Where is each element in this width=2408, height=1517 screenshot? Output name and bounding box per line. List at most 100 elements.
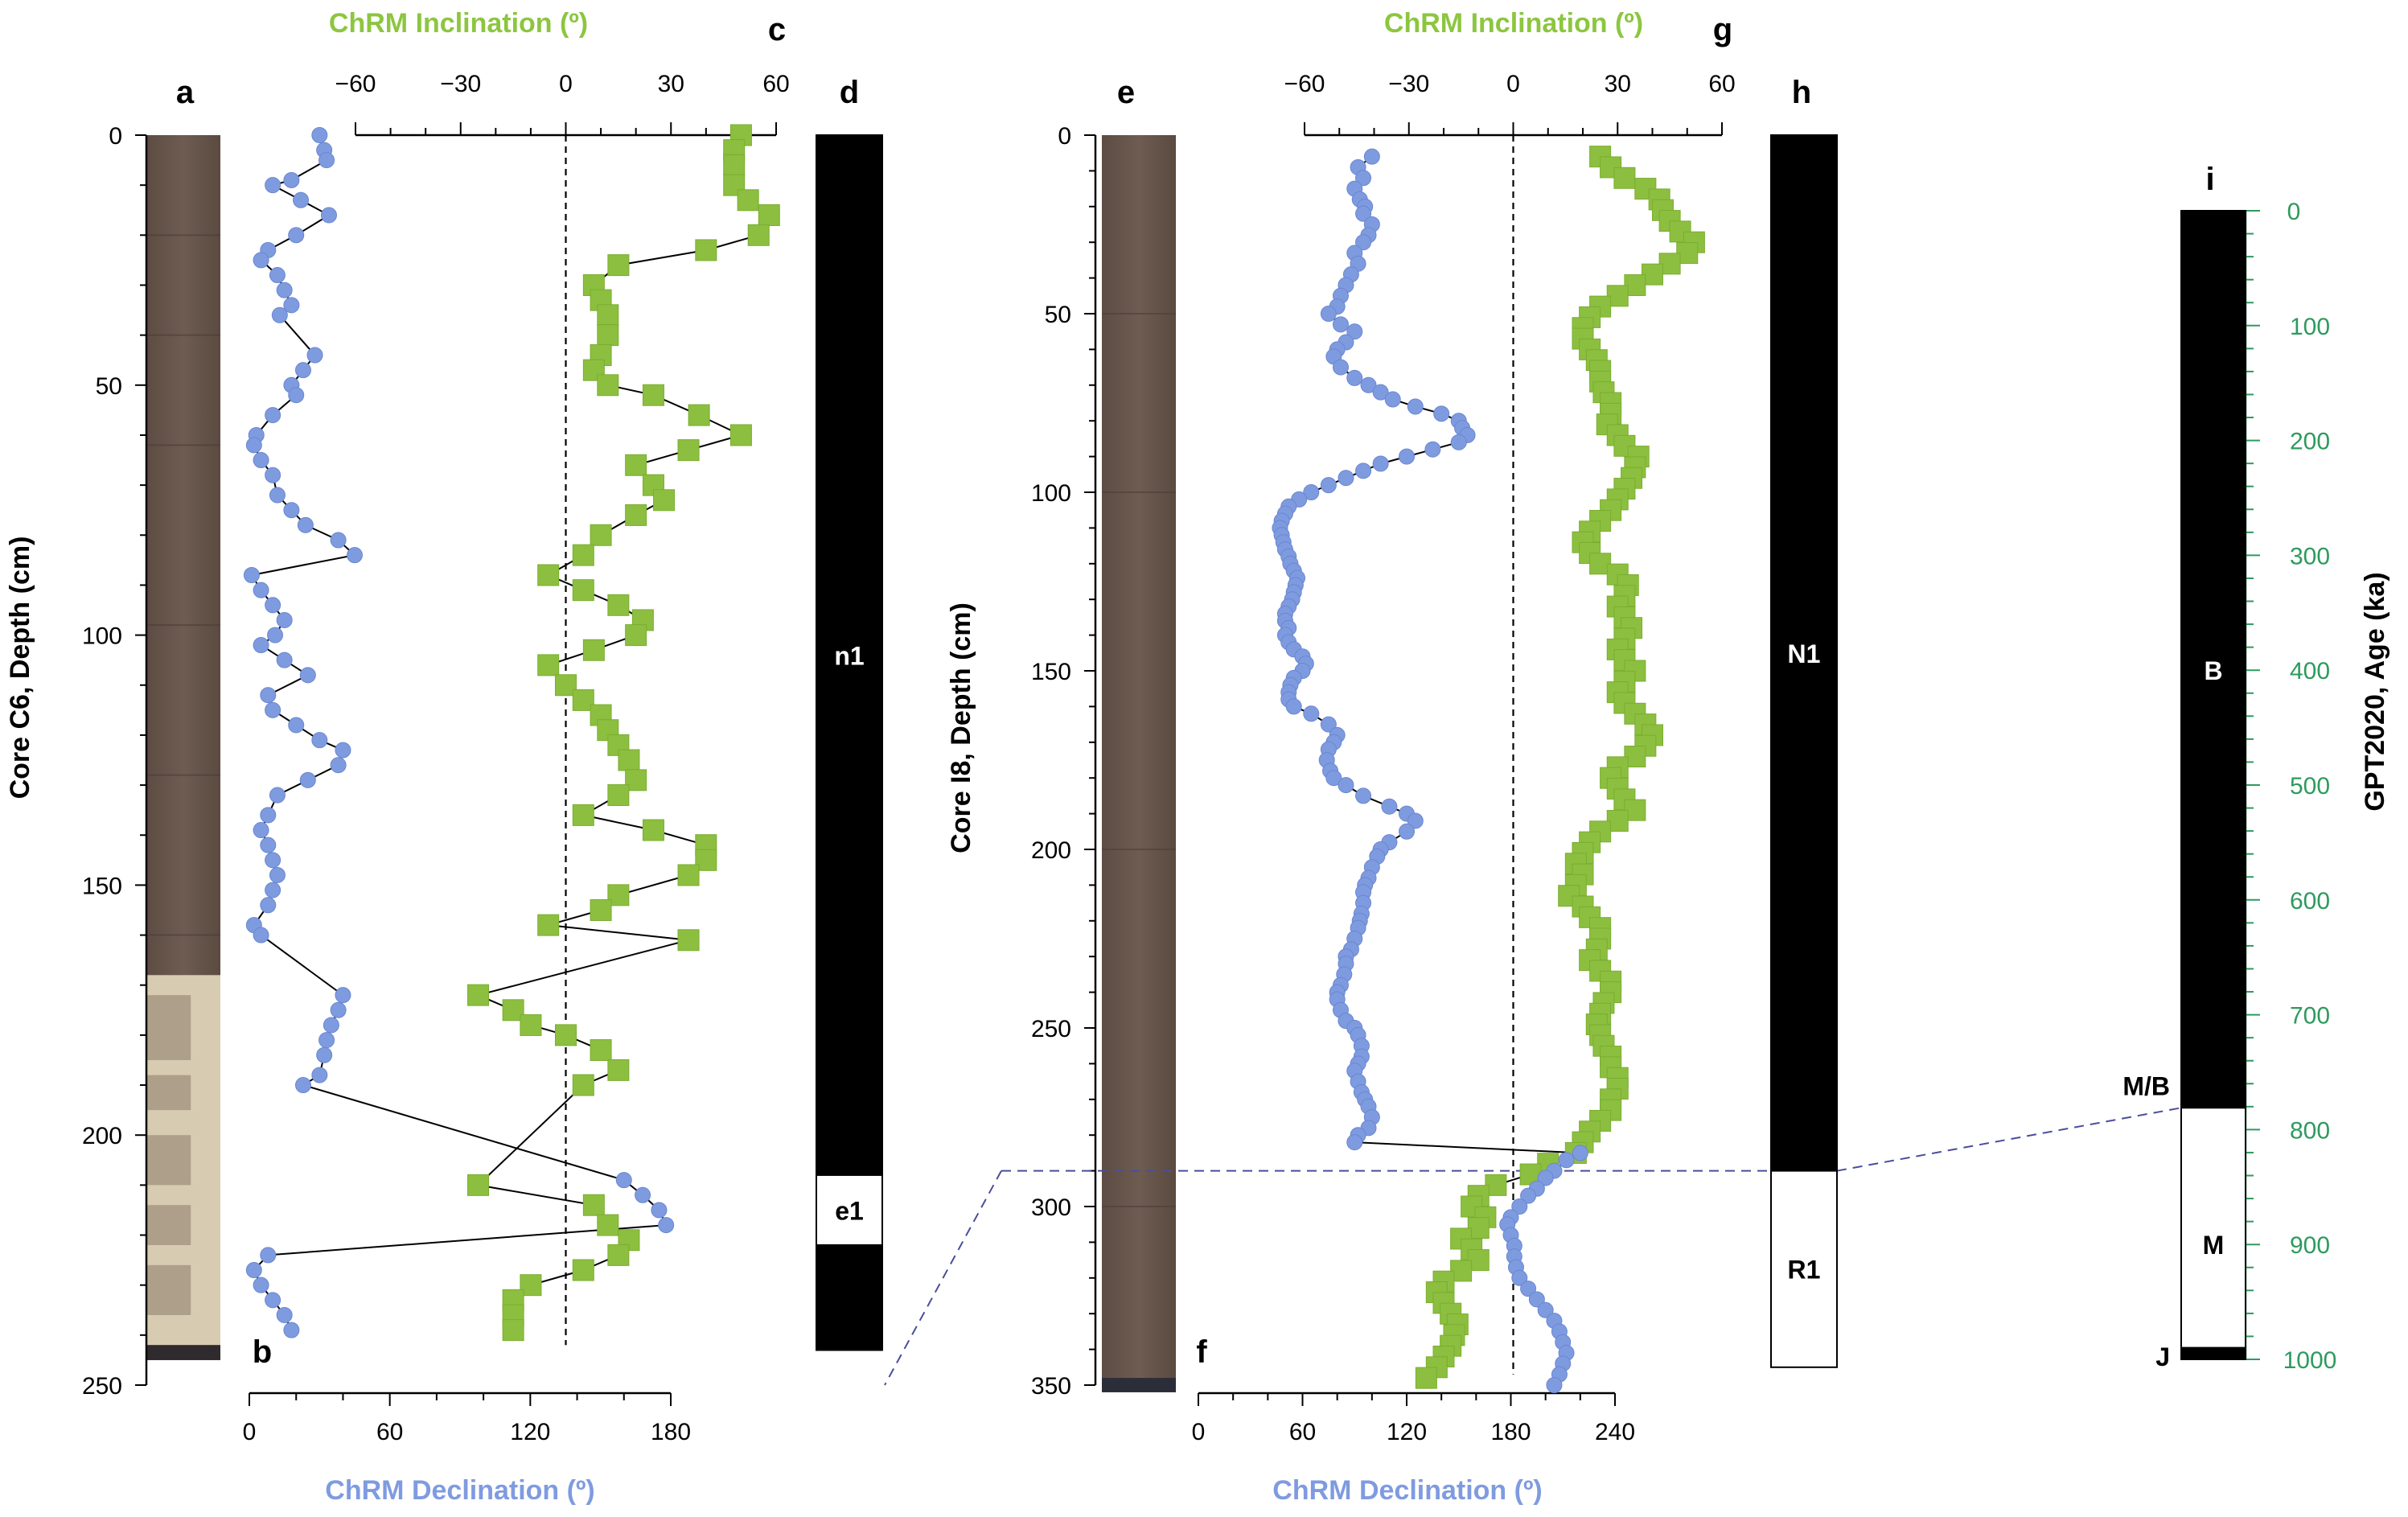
i8-declination-point [1332,316,1349,333]
c6-inclination-point [597,324,619,347]
i8-declination-lower-point [1528,1291,1545,1308]
c6-declination-point [260,897,277,914]
c6-declination-tick-label: 120 [510,1419,550,1445]
gpts-age-tick-label: 0 [2287,199,2301,225]
c6-declination-point [265,177,281,194]
i8-declination-lower-point [1546,1377,1563,1393]
c6-photo-band [146,1075,191,1111]
c6-declination-point [253,637,269,654]
c6-declination-point [293,191,310,208]
c6-inclination-point [677,439,700,462]
i8-declination-lower-point [1537,1301,1554,1318]
i8-inclination-point [1415,1367,1437,1389]
i8-declination-lower-point [1520,1281,1537,1297]
panel-label-h: h [1792,75,1811,110]
c6-inclination-point [582,639,605,661]
i8-inclination-tick-label: −60 [1284,71,1325,97]
c6-declination-point [260,1247,277,1264]
c6-inclination-point [625,454,647,476]
c6-depth-title: Core C6, Depth (cm) [5,536,35,800]
i8-declination-point [1332,359,1349,376]
c6-declination-point [311,732,328,749]
panel-label-i: i [2205,162,2214,197]
c6-declination-point [265,701,281,718]
i8-depth-tick-label: 250 [1031,1016,1071,1042]
c6-declination-point [330,532,347,549]
c6-inclination-point [625,504,647,526]
c6-inclination-point [597,304,619,327]
c6-declination-point [269,267,286,284]
i8-declination-lower-point [1511,1269,1528,1286]
c6-declination-point [318,152,335,169]
c6-inclination-point [677,929,700,952]
c6-declination-point [245,437,262,454]
i8-inclination-tick-label: 0 [1506,71,1520,97]
i8-inclination-point [1613,166,1636,189]
c6-inclination-point [653,489,676,512]
i8-declination-point [1407,812,1424,829]
c6-inclination-point [555,1024,577,1046]
i8-declination-tick-label: 180 [1490,1419,1531,1445]
i8-depth-tick-label: 200 [1031,837,1071,864]
c6-inclination-line [475,134,770,1330]
i8-declination-point [1320,306,1337,322]
i8-declination-point [1433,405,1450,422]
gpts-chron-label: M [2203,1231,2225,1260]
c6-declination-point [311,127,328,143]
i8-declination-jump-line [1354,1141,1580,1154]
c6-inclination-point [590,898,612,921]
panel-label-a: a [176,75,195,110]
c6-declination-point [299,771,316,788]
c6-declination-point [651,1202,668,1219]
gpts-age-tick-label: 400 [2290,658,2330,684]
c6-depth-tick-label: 150 [82,873,122,899]
c6-inclination-point [677,864,700,886]
c6-declination-point [276,282,293,298]
i8-declination-tick-label: 240 [1595,1419,1635,1445]
c6-inclination-point [537,654,560,676]
i8-declination-point [1303,705,1320,722]
c6-inclination-point [502,1319,524,1342]
c6-depth-tick-label: 0 [109,123,122,150]
gpts-age-tick-label: 1000 [2283,1347,2337,1374]
c6-inclination-point [625,624,647,647]
c6-declination-tick-label: 60 [376,1419,403,1445]
gpts-chron [2180,1107,2246,1349]
c6-declination-point [318,1032,335,1049]
panel-label-b: b [253,1334,272,1370]
i8-polarity-label: N1 [1788,639,1821,668]
i8-declination-tick-label: 0 [1192,1419,1206,1445]
gpts-age-tick-label: 500 [2290,773,2330,800]
i8-inclination-tick-label: 30 [1605,71,1631,97]
c6-inclination-point [607,254,630,277]
c6-declination-point [265,597,281,614]
i8-declination-title: ChRM Declination (º) [1272,1475,1542,1506]
c6-declination-point [260,807,277,824]
i8-declination-point [1399,823,1415,840]
c6-inclination-point [572,1074,594,1096]
c6-declination-tick-label: 0 [243,1419,257,1445]
c6-declination-point [276,611,293,628]
c6-inclination-point [467,984,490,1006]
c6-declination-tick-label: 180 [651,1419,691,1445]
i8-declination-point [1285,698,1302,715]
c6-declination-point [347,547,363,564]
i8-declination-point [1355,170,1372,187]
c6-inclination-point [723,154,746,176]
tie-line-gpts [1836,1107,2182,1172]
c6-declination-point [635,1186,651,1203]
i8-inclination-line [1425,155,1695,1379]
gpts-age-tick-label: 200 [2290,429,2330,455]
gpts-chron [2180,210,2246,1109]
i8-declination-point [1346,323,1363,340]
c6-declination-point [288,717,305,734]
c6-declination-point [283,502,300,519]
panel-label-e: e [1117,75,1135,110]
c6-declination-line [250,134,668,1331]
c6-inclination-point [607,1059,630,1081]
c6-declination-point [320,207,337,224]
gpts-age-tick-label: 100 [2290,314,2330,340]
tie-line-c6 [884,1170,1002,1386]
c6-declination-point [330,1001,347,1018]
c6-declination-point [316,1046,333,1063]
